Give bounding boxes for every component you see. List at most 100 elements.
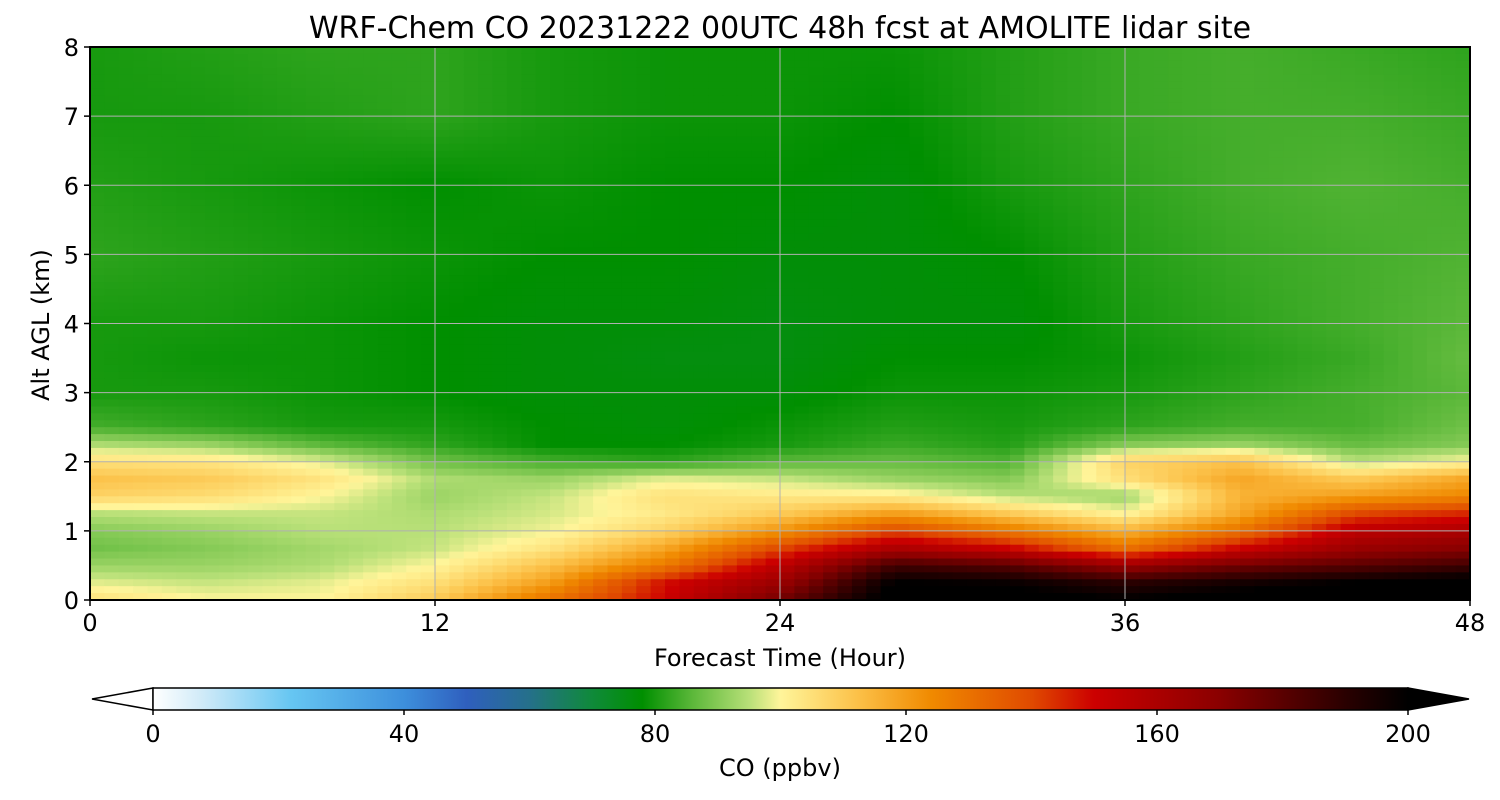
heatmap-cell <box>219 205 235 214</box>
heatmap-cell <box>506 309 522 318</box>
heatmap-cell <box>219 143 235 152</box>
heatmap-cell <box>866 288 882 297</box>
heatmap-cell <box>693 364 709 373</box>
heatmap-cell <box>736 378 752 387</box>
heatmap-cell <box>550 268 565 276</box>
heatmap-cell <box>1311 378 1327 387</box>
heatmap-cell <box>966 81 982 90</box>
heatmap-cell <box>708 358 724 366</box>
heatmap-cell <box>1139 178 1155 186</box>
heatmap-cell <box>506 60 522 69</box>
heatmap-cell <box>276 261 292 269</box>
heatmap-cell <box>909 364 925 373</box>
heatmap-cell <box>133 226 149 235</box>
heatmap-cell <box>952 136 968 145</box>
heatmap-cell <box>1024 205 1040 214</box>
heatmap-cell <box>1067 185 1083 193</box>
heatmap-cell <box>1426 171 1442 179</box>
heatmap-cell <box>435 371 450 380</box>
heatmap-cell <box>780 288 795 297</box>
heatmap-cell <box>866 371 882 380</box>
heatmap-cell <box>593 199 609 207</box>
heatmap-cell <box>1268 178 1284 186</box>
heatmap-cell <box>1038 316 1054 325</box>
heatmap-cell <box>722 185 738 193</box>
heatmap-cell <box>1254 164 1270 173</box>
heatmap-cell <box>1168 226 1184 235</box>
heatmap-cell <box>506 240 522 249</box>
heatmap-cell <box>1398 205 1414 214</box>
heatmap-cell <box>1369 247 1385 255</box>
heatmap-cell <box>895 81 910 90</box>
heatmap-cell <box>1038 123 1054 131</box>
heatmap-cell <box>722 385 738 394</box>
heatmap-cell <box>420 385 436 394</box>
heatmap-cell <box>463 164 479 173</box>
heatmap-cell <box>1196 316 1212 325</box>
heatmap-cell <box>262 199 278 207</box>
heatmap-cell <box>837 219 853 228</box>
heatmap-cell <box>305 67 321 76</box>
heatmap-cell <box>1168 199 1184 207</box>
heatmap-cell <box>1297 288 1313 297</box>
heatmap-cell <box>1081 47 1097 55</box>
heatmap-cell <box>1240 123 1255 131</box>
heatmap-cell <box>1268 233 1284 242</box>
heatmap-cell <box>650 275 666 283</box>
heatmap-cell <box>751 102 767 110</box>
heatmap-cell <box>219 371 235 380</box>
heatmap-cell <box>1067 81 1083 90</box>
heatmap-cell <box>161 399 177 408</box>
heatmap-cell <box>147 406 163 414</box>
heatmap-cell <box>1038 330 1054 338</box>
heatmap-cell <box>1182 95 1198 103</box>
heatmap-cell <box>262 60 278 69</box>
heatmap-cell <box>851 358 867 366</box>
heatmap-cell <box>1139 150 1155 159</box>
heatmap-cell <box>478 67 494 76</box>
heatmap-cell <box>205 323 220 332</box>
heatmap-cell <box>1168 60 1184 69</box>
heatmap-cell <box>808 219 824 228</box>
heatmap-cell <box>1311 47 1327 55</box>
heatmap-cell <box>219 254 235 262</box>
heatmap-cell <box>765 116 781 124</box>
heatmap-cell <box>765 164 781 173</box>
heatmap-cell <box>1355 136 1370 145</box>
heatmap-cell <box>1355 378 1370 387</box>
heatmap-cell <box>535 316 551 325</box>
heatmap-cell <box>909 344 925 352</box>
heatmap-cell <box>823 143 839 152</box>
heatmap-cell <box>506 116 522 124</box>
heatmap-cell <box>406 143 422 152</box>
heatmap-cell <box>406 295 422 304</box>
heatmap-cell <box>866 109 882 117</box>
heatmap-cell <box>391 116 407 124</box>
heatmap-cell <box>1240 88 1255 96</box>
heatmap-cell <box>765 309 781 318</box>
heatmap-cell <box>1283 74 1299 83</box>
heatmap-cell <box>1110 60 1126 69</box>
heatmap-cell <box>1010 143 1025 152</box>
heatmap-cell <box>808 275 824 283</box>
heatmap-cell <box>837 47 853 55</box>
heatmap-cell <box>636 233 652 242</box>
heatmap-cell <box>952 74 968 83</box>
heatmap-cell <box>995 157 1011 166</box>
heatmap-cell <box>262 358 278 366</box>
heatmap-cell <box>1441 74 1457 83</box>
heatmap-cell <box>1355 392 1370 401</box>
heatmap-cell <box>1297 95 1313 103</box>
heatmap-cell <box>161 233 177 242</box>
heatmap-cell <box>1211 371 1227 380</box>
heatmap-cell <box>1225 309 1241 318</box>
heatmap-cell <box>736 178 752 186</box>
heatmap-cell <box>305 288 321 297</box>
heatmap-cell <box>550 261 565 269</box>
heatmap-cell <box>1326 129 1342 138</box>
heatmap-cell <box>391 295 407 304</box>
heatmap-cell <box>981 192 997 200</box>
heatmap-cell <box>118 337 134 345</box>
heatmap-cell <box>780 192 795 200</box>
heatmap-cell <box>391 67 407 76</box>
